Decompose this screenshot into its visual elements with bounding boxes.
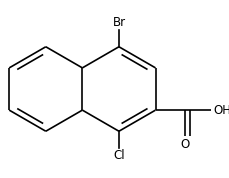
Text: Br: Br [112,16,125,29]
Text: Cl: Cl [113,149,124,162]
Text: O: O [179,138,188,151]
Text: OH: OH [212,104,229,117]
